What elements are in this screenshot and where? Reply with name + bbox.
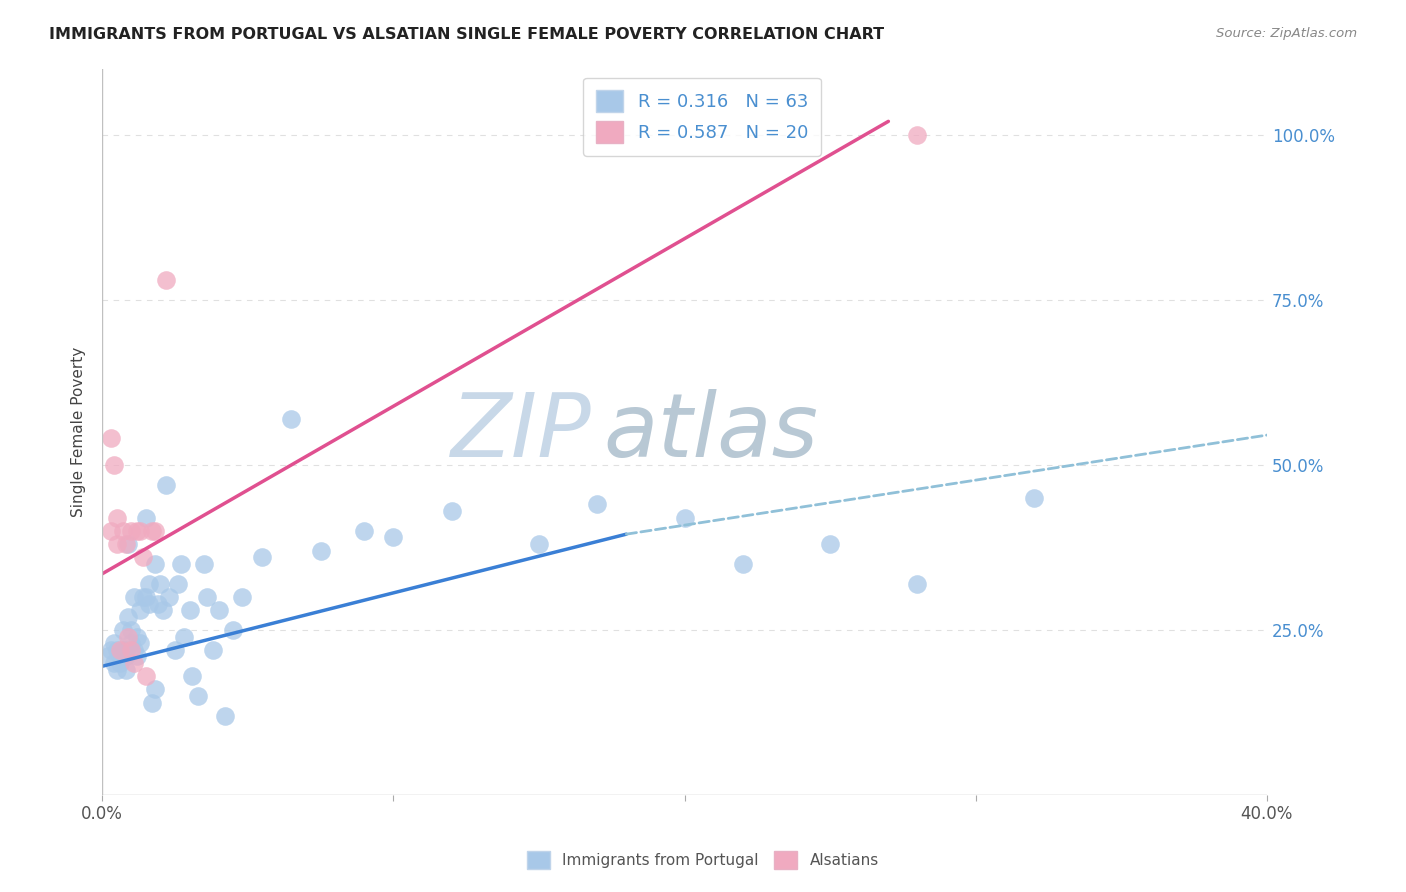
Point — [111, 524, 134, 538]
Point — [143, 682, 166, 697]
Point — [132, 550, 155, 565]
Point — [100, 431, 122, 445]
Point — [382, 531, 405, 545]
Point — [114, 537, 136, 551]
Point — [129, 636, 152, 650]
Point — [108, 656, 131, 670]
Point — [440, 504, 463, 518]
Point — [586, 498, 609, 512]
Point — [146, 597, 169, 611]
Point — [187, 689, 209, 703]
Text: ZIP: ZIP — [451, 389, 592, 475]
Point — [195, 590, 218, 604]
Point — [127, 524, 149, 538]
Point — [149, 576, 172, 591]
Point — [127, 630, 149, 644]
Point — [179, 603, 201, 617]
Point — [108, 642, 131, 657]
Point — [181, 669, 204, 683]
Point — [117, 537, 139, 551]
Point — [120, 642, 142, 657]
Point — [135, 510, 157, 524]
Point — [105, 642, 128, 657]
Point — [138, 576, 160, 591]
Point — [129, 603, 152, 617]
Point — [252, 550, 274, 565]
Point — [120, 524, 142, 538]
Point — [108, 649, 131, 664]
Point — [120, 623, 142, 637]
Point — [127, 649, 149, 664]
Point — [114, 663, 136, 677]
Point — [114, 649, 136, 664]
Point — [155, 273, 177, 287]
Y-axis label: Single Female Poverty: Single Female Poverty — [72, 347, 86, 517]
Point — [155, 477, 177, 491]
Point — [111, 623, 134, 637]
Point — [103, 636, 125, 650]
Point — [673, 510, 696, 524]
Point — [193, 557, 215, 571]
Point — [309, 543, 332, 558]
Point — [105, 663, 128, 677]
Point — [141, 524, 163, 538]
Point — [143, 524, 166, 538]
Point — [120, 636, 142, 650]
Point — [114, 642, 136, 657]
Point — [907, 576, 929, 591]
Point — [280, 411, 302, 425]
Point — [170, 557, 193, 571]
Point — [122, 642, 145, 657]
Point — [103, 458, 125, 472]
Point — [353, 524, 375, 538]
Point — [132, 590, 155, 604]
Point — [105, 537, 128, 551]
Point — [152, 603, 174, 617]
Point — [222, 623, 245, 637]
Point — [100, 642, 122, 657]
Point — [97, 649, 120, 664]
Point — [105, 510, 128, 524]
Text: atlas: atlas — [603, 389, 818, 475]
Point — [117, 630, 139, 644]
Point — [1022, 491, 1045, 505]
Point — [129, 524, 152, 538]
Legend: R = 0.316   N = 63, R = 0.587   N = 20: R = 0.316 N = 63, R = 0.587 N = 20 — [583, 78, 821, 156]
Point — [167, 576, 190, 591]
Point — [100, 524, 122, 538]
Point — [138, 597, 160, 611]
Point — [111, 642, 134, 657]
Point — [135, 669, 157, 683]
Point — [201, 642, 224, 657]
Text: IMMIGRANTS FROM PORTUGAL VS ALSATIAN SINGLE FEMALE POVERTY CORRELATION CHART: IMMIGRANTS FROM PORTUGAL VS ALSATIAN SIN… — [49, 27, 884, 42]
Point — [818, 537, 841, 551]
Point — [907, 128, 929, 142]
Point — [163, 642, 186, 657]
Point — [214, 708, 236, 723]
Point — [157, 590, 180, 604]
Text: Source: ZipAtlas.com: Source: ZipAtlas.com — [1216, 27, 1357, 40]
Point — [173, 630, 195, 644]
Point — [141, 696, 163, 710]
Point — [122, 656, 145, 670]
Point — [731, 557, 754, 571]
Point — [117, 609, 139, 624]
Point — [208, 603, 231, 617]
Point — [135, 590, 157, 604]
Point — [122, 590, 145, 604]
Point — [103, 656, 125, 670]
Point — [527, 537, 550, 551]
Legend: Immigrants from Portugal, Alsatians: Immigrants from Portugal, Alsatians — [522, 845, 884, 875]
Point — [231, 590, 253, 604]
Point — [143, 557, 166, 571]
